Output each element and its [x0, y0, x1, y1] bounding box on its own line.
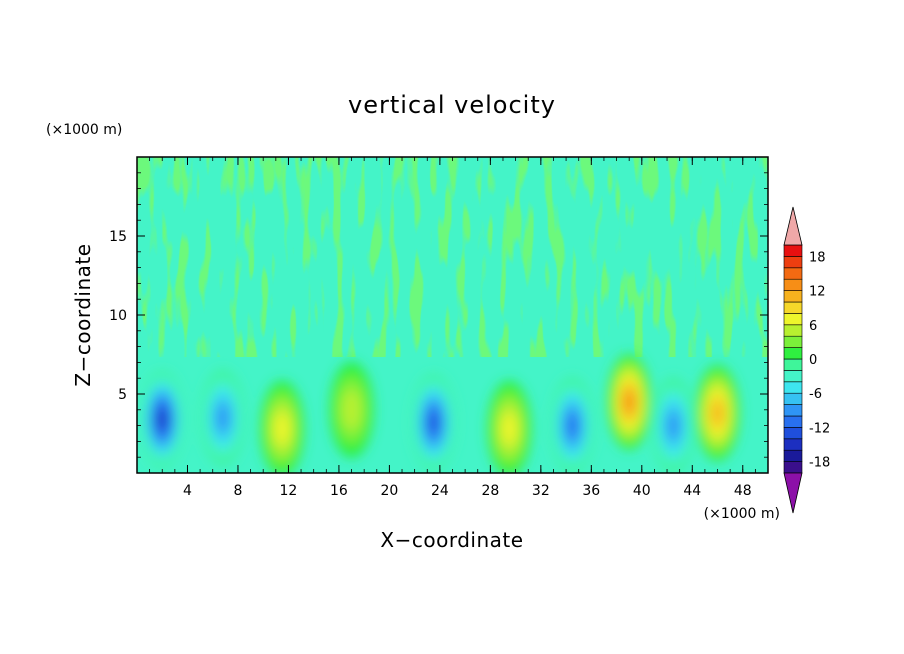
feature-cell [260, 380, 305, 473]
colorbar-swatch [783, 347, 803, 360]
feature-contour [158, 410, 167, 428]
colorbar-swatch [783, 438, 803, 451]
x-tick-label: 20 [380, 483, 398, 499]
colorbar-swatch [783, 290, 803, 303]
y-tick-label: 10 [109, 308, 127, 324]
x-axis-label: X−coordinate [380, 528, 523, 552]
colorbar-swatch [783, 267, 803, 280]
feature-contour [567, 414, 578, 437]
colorbar-tick-label: 18 [809, 250, 826, 265]
x-tick-label: 44 [683, 483, 701, 499]
colorbar-tick-label: 12 [809, 285, 826, 300]
feature-contour [624, 392, 634, 412]
colorbar-swatch [783, 358, 803, 371]
x-tick-label: 28 [481, 483, 499, 499]
colorbar-swatch [783, 404, 803, 417]
colorbar-swatch [783, 278, 803, 291]
feature-contour [712, 401, 723, 425]
feature-cell [695, 364, 740, 461]
x-tick-label: 12 [280, 483, 298, 499]
plot-area [137, 157, 768, 473]
feature-cell [487, 380, 532, 473]
feature-cell [329, 361, 374, 458]
colorbar-tick-label: -12 [809, 421, 830, 436]
x-tick-label: 8 [233, 483, 242, 499]
colorbar-swatch [783, 335, 803, 348]
x-tick-label: 48 [734, 483, 752, 499]
colorbar-swatch [783, 461, 803, 474]
colorbar-swatch [783, 313, 803, 326]
x-tick-label: 40 [633, 483, 651, 499]
feature-cell [607, 353, 652, 450]
colorbar-swatch [783, 301, 803, 314]
y-axis-label: Z−coordinate [71, 243, 95, 386]
colorbar-tick-label: -18 [809, 456, 830, 471]
colorbar-under-triangle [783, 472, 803, 514]
colorbar-swatch [783, 370, 803, 383]
x-tick-label: 16 [330, 483, 348, 499]
feature-cell [140, 371, 185, 468]
y-tick-label: 5 [118, 387, 127, 403]
upper-texture [137, 157, 768, 357]
y-tick-label: 15 [109, 229, 127, 245]
x-tick-label: 24 [431, 483, 449, 499]
colorbar-swatch [783, 324, 803, 337]
feature-contour [429, 412, 438, 433]
colorbar-tick-label: 0 [809, 353, 817, 368]
x-tick-label: 4 [183, 483, 192, 499]
feature-contour [501, 412, 517, 445]
colorbar-swatch [783, 415, 803, 428]
colorbar-swatch [783, 244, 803, 257]
colorbar-swatch [783, 449, 803, 462]
colorbar-swatch [783, 427, 803, 440]
x-tick-label: 36 [582, 483, 600, 499]
colorbar-swatch [783, 392, 803, 405]
y-units-label: (×1000 m) [46, 122, 122, 138]
colorbar: -18 -12 -6 0 6 12 18 [783, 206, 830, 514]
chart-title: vertical velocity [348, 91, 556, 119]
colorbar-swatch [783, 256, 803, 269]
feature-contour [342, 389, 361, 431]
x-units-label: (×1000 m) [704, 506, 780, 522]
feature-cell [411, 374, 456, 471]
colorbar-tick-label: -6 [809, 387, 822, 402]
feature-contour [667, 412, 680, 439]
feature-contour [216, 404, 229, 431]
colorbar-swatch [783, 381, 803, 394]
feature-cell [200, 369, 245, 466]
feature-cell [550, 377, 595, 473]
feature-contour [274, 412, 290, 445]
colorbar-tick-label: 6 [809, 319, 817, 334]
x-tick-label: 32 [532, 483, 550, 499]
colorbar-over-triangle [783, 206, 803, 246]
feature-cell [651, 377, 696, 473]
